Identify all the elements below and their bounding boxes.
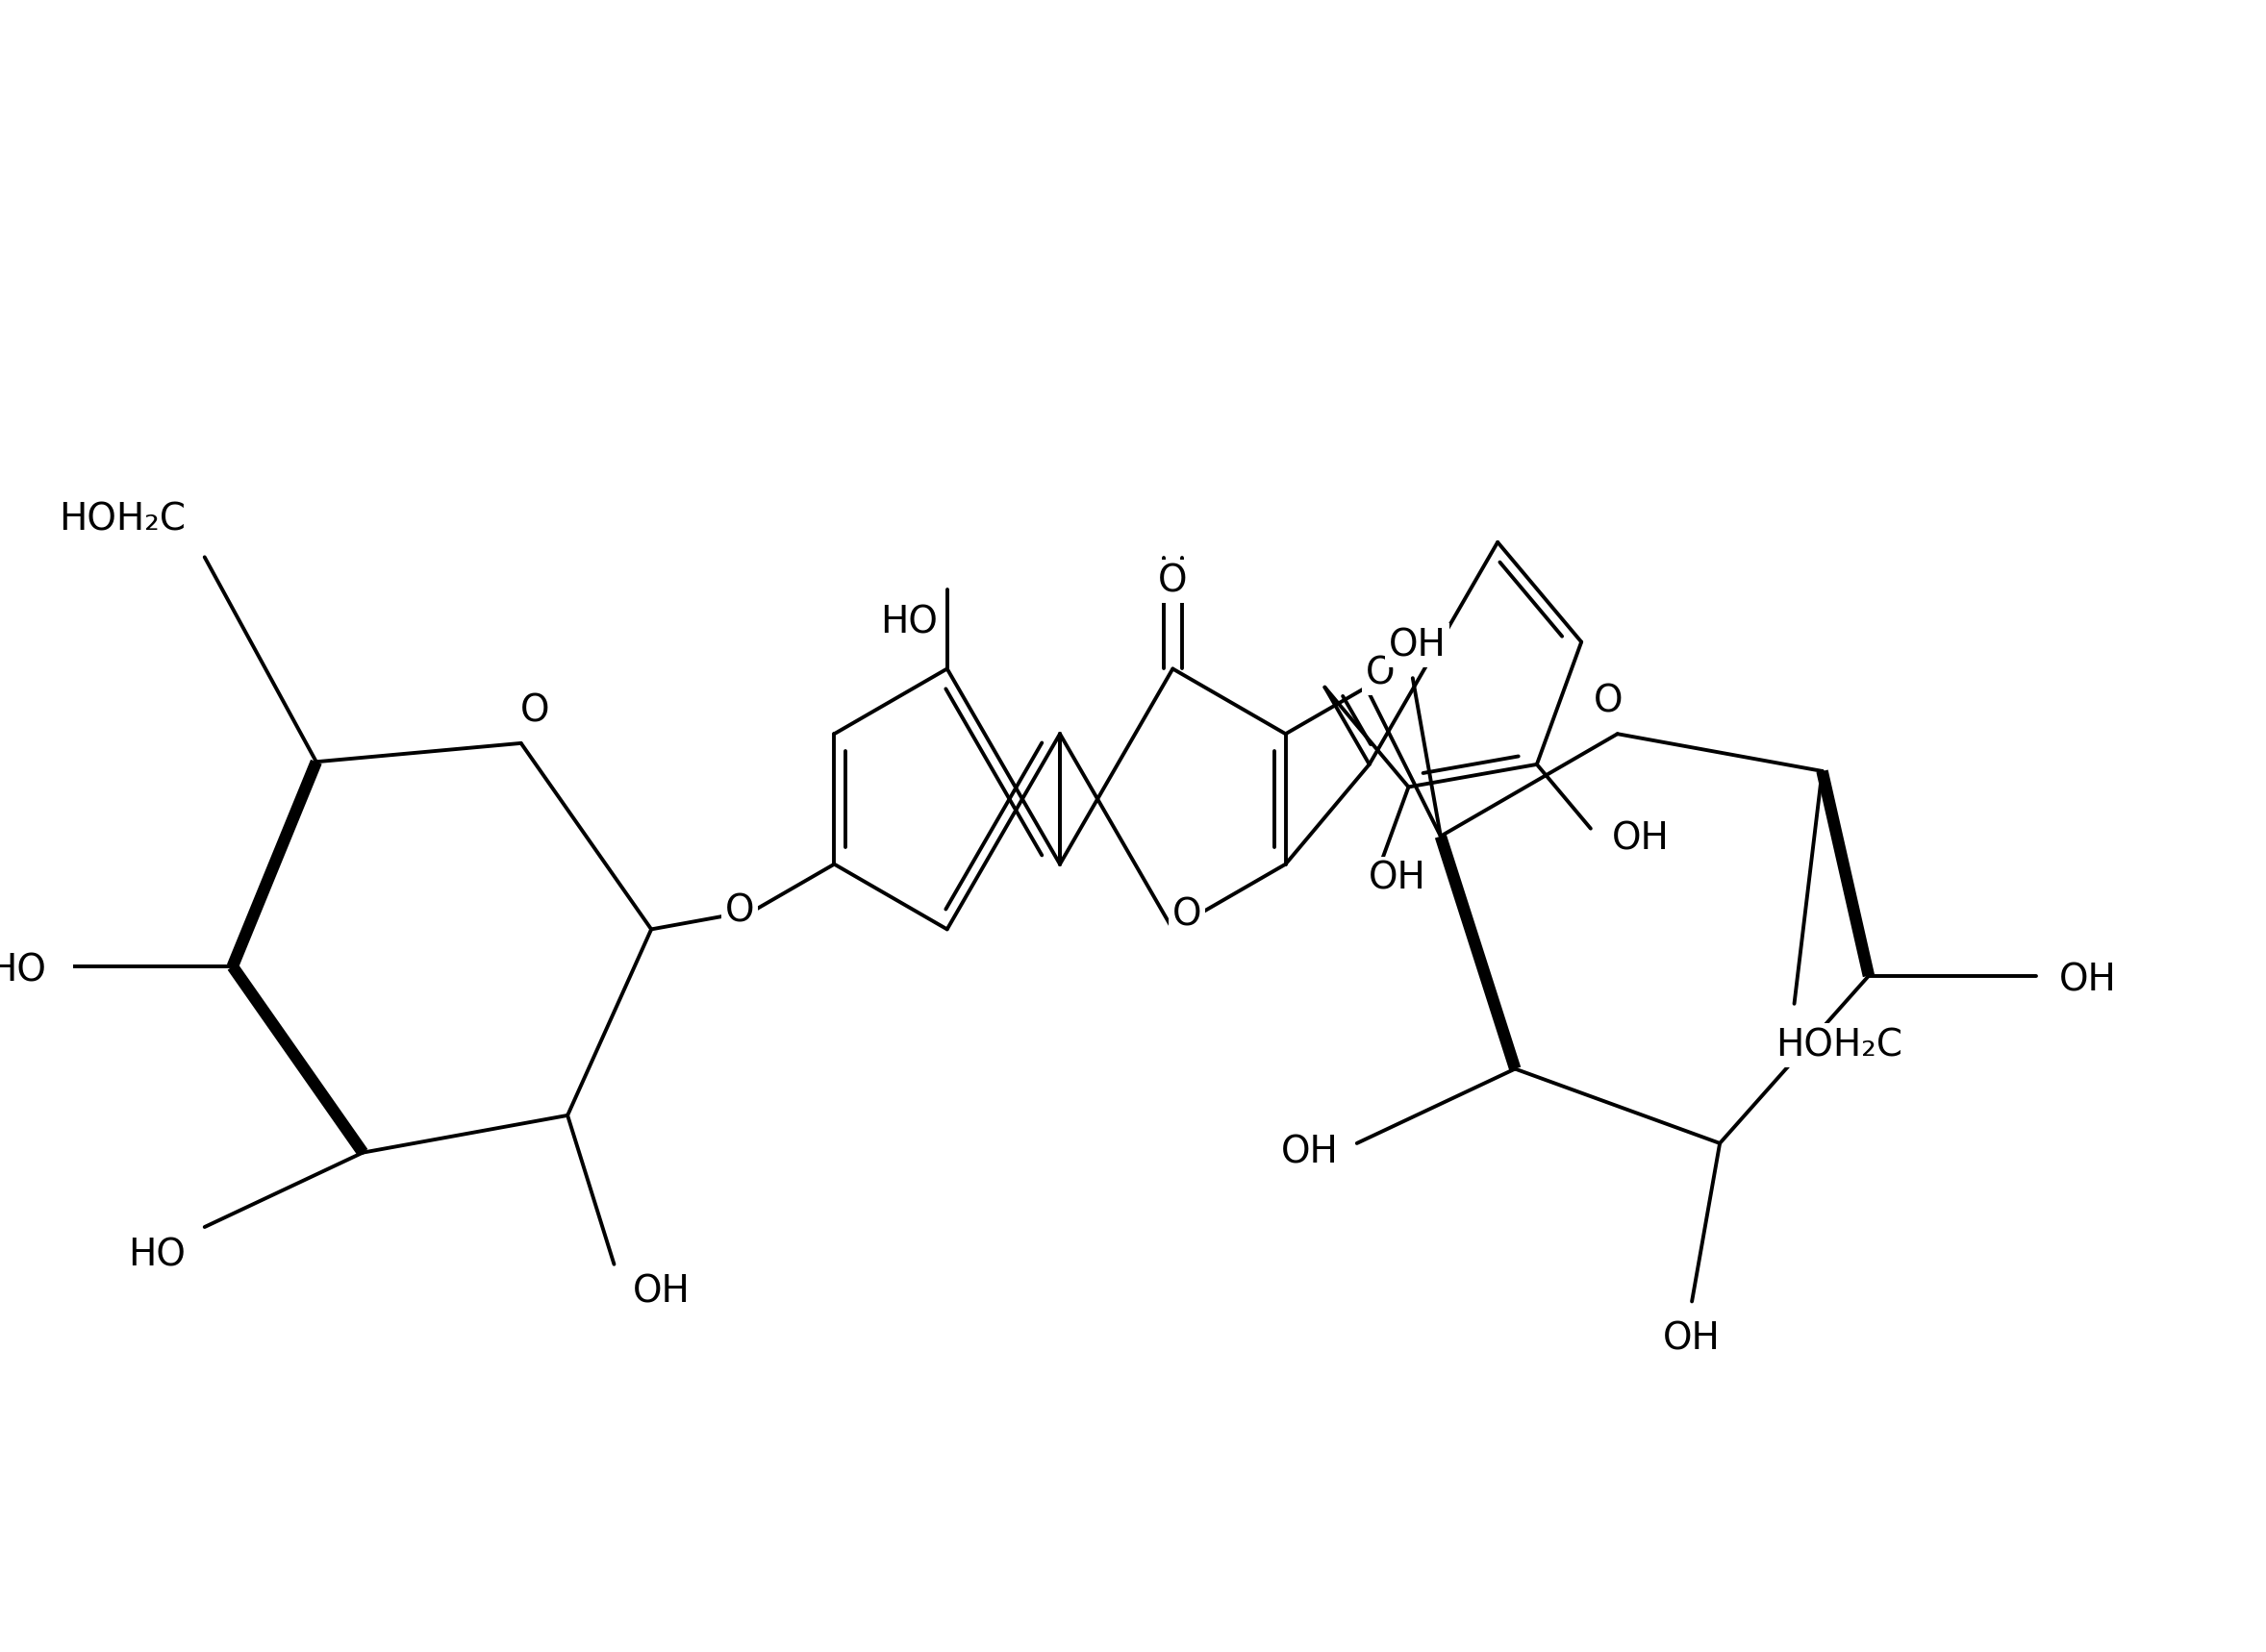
- Text: OH: OH: [1611, 821, 1670, 857]
- Text: OH: OH: [1369, 861, 1425, 897]
- Text: O: O: [1593, 682, 1622, 720]
- Text: HO: HO: [0, 953, 45, 990]
- Text: OH: OH: [1280, 1135, 1339, 1171]
- Text: HOH₂C: HOH₂C: [1777, 1028, 1903, 1064]
- Text: O: O: [725, 892, 755, 928]
- Text: OH: OH: [1663, 1320, 1720, 1356]
- Text: OH: OH: [1389, 628, 1446, 664]
- Text: O: O: [521, 692, 551, 729]
- Text: HOH₂C: HOH₂C: [59, 502, 186, 539]
- Text: O: O: [1366, 656, 1396, 692]
- Text: O: O: [1158, 563, 1187, 600]
- Text: OH: OH: [2060, 961, 2116, 999]
- Text: OH: OH: [632, 1274, 691, 1310]
- Text: HO: HO: [129, 1237, 186, 1274]
- Text: O: O: [1172, 897, 1201, 933]
- Text: HO: HO: [879, 605, 938, 641]
